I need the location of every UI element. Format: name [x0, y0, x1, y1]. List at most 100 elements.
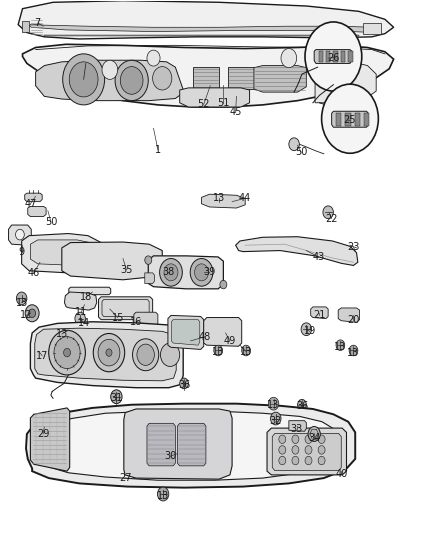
Polygon shape	[289, 421, 306, 431]
Polygon shape	[348, 51, 353, 62]
Text: 38: 38	[162, 267, 175, 277]
Polygon shape	[9, 225, 31, 245]
Circle shape	[279, 435, 286, 443]
Circle shape	[308, 426, 320, 441]
Circle shape	[115, 60, 148, 101]
Circle shape	[194, 264, 208, 281]
Circle shape	[279, 456, 286, 465]
Polygon shape	[311, 307, 328, 319]
Text: 39: 39	[203, 267, 215, 277]
Circle shape	[305, 456, 312, 465]
Polygon shape	[35, 60, 184, 101]
Circle shape	[164, 264, 178, 281]
Circle shape	[137, 344, 154, 366]
Polygon shape	[28, 206, 46, 216]
Polygon shape	[318, 51, 323, 62]
Polygon shape	[35, 328, 176, 381]
Polygon shape	[201, 194, 245, 208]
Circle shape	[64, 349, 71, 357]
Text: 21: 21	[313, 310, 325, 320]
Polygon shape	[32, 411, 342, 480]
Circle shape	[305, 435, 312, 443]
Circle shape	[69, 62, 98, 97]
Circle shape	[111, 390, 122, 403]
Polygon shape	[62, 242, 162, 280]
Text: 1: 1	[155, 144, 161, 155]
Polygon shape	[177, 423, 206, 466]
Text: 47: 47	[24, 199, 36, 209]
Text: 12: 12	[20, 310, 32, 320]
Circle shape	[16, 292, 27, 305]
Text: 13: 13	[334, 342, 346, 352]
Polygon shape	[26, 403, 355, 488]
Text: 48: 48	[199, 332, 211, 342]
Text: 34: 34	[308, 433, 320, 443]
Text: 13: 13	[347, 348, 360, 358]
Polygon shape	[29, 24, 381, 33]
Circle shape	[49, 330, 85, 375]
Text: 52: 52	[198, 99, 210, 109]
Polygon shape	[272, 433, 341, 471]
Circle shape	[63, 54, 105, 105]
Text: 43: 43	[312, 252, 325, 262]
Circle shape	[321, 84, 378, 154]
Circle shape	[318, 456, 325, 465]
Circle shape	[180, 378, 188, 389]
Polygon shape	[204, 318, 242, 346]
Circle shape	[102, 60, 118, 79]
Circle shape	[349, 345, 358, 356]
Polygon shape	[332, 111, 368, 127]
Text: 16: 16	[130, 317, 142, 327]
Text: 18: 18	[80, 292, 92, 302]
Circle shape	[25, 305, 39, 322]
Polygon shape	[21, 21, 29, 32]
Text: 40: 40	[335, 469, 347, 479]
Polygon shape	[314, 50, 352, 63]
Circle shape	[98, 340, 120, 366]
Text: 46: 46	[27, 269, 39, 278]
Circle shape	[28, 309, 35, 318]
Text: 31: 31	[110, 393, 123, 403]
Circle shape	[318, 446, 325, 454]
Polygon shape	[30, 322, 183, 387]
Polygon shape	[267, 428, 346, 475]
Polygon shape	[18, 1, 394, 39]
Text: 13: 13	[268, 400, 280, 410]
Circle shape	[297, 399, 306, 410]
Text: 27: 27	[119, 473, 131, 483]
Text: 29: 29	[37, 429, 49, 439]
Text: 9: 9	[18, 247, 25, 257]
Circle shape	[336, 340, 345, 351]
Polygon shape	[345, 113, 350, 126]
Text: 13: 13	[240, 346, 252, 357]
Text: 7: 7	[35, 18, 41, 28]
Polygon shape	[25, 193, 42, 201]
Polygon shape	[171, 320, 200, 345]
Polygon shape	[333, 51, 338, 62]
Circle shape	[271, 412, 281, 425]
Polygon shape	[336, 113, 341, 126]
Text: 15: 15	[112, 312, 124, 322]
Text: 50: 50	[295, 147, 307, 157]
Circle shape	[281, 49, 297, 68]
Circle shape	[268, 397, 279, 410]
Circle shape	[289, 138, 299, 151]
Polygon shape	[315, 61, 376, 103]
Polygon shape	[228, 67, 254, 89]
Text: 13: 13	[56, 329, 68, 339]
Text: 44: 44	[238, 193, 251, 204]
Text: 36: 36	[296, 401, 308, 411]
Circle shape	[106, 349, 112, 357]
Circle shape	[301, 323, 311, 336]
Text: 36: 36	[178, 379, 190, 390]
Polygon shape	[30, 408, 70, 471]
Circle shape	[242, 345, 251, 356]
Circle shape	[133, 339, 159, 370]
Polygon shape	[338, 308, 360, 322]
Circle shape	[279, 446, 286, 454]
Circle shape	[93, 334, 125, 372]
Circle shape	[292, 456, 299, 465]
Text: 11: 11	[75, 306, 88, 317]
Circle shape	[54, 337, 80, 368]
Text: 49: 49	[224, 336, 236, 346]
